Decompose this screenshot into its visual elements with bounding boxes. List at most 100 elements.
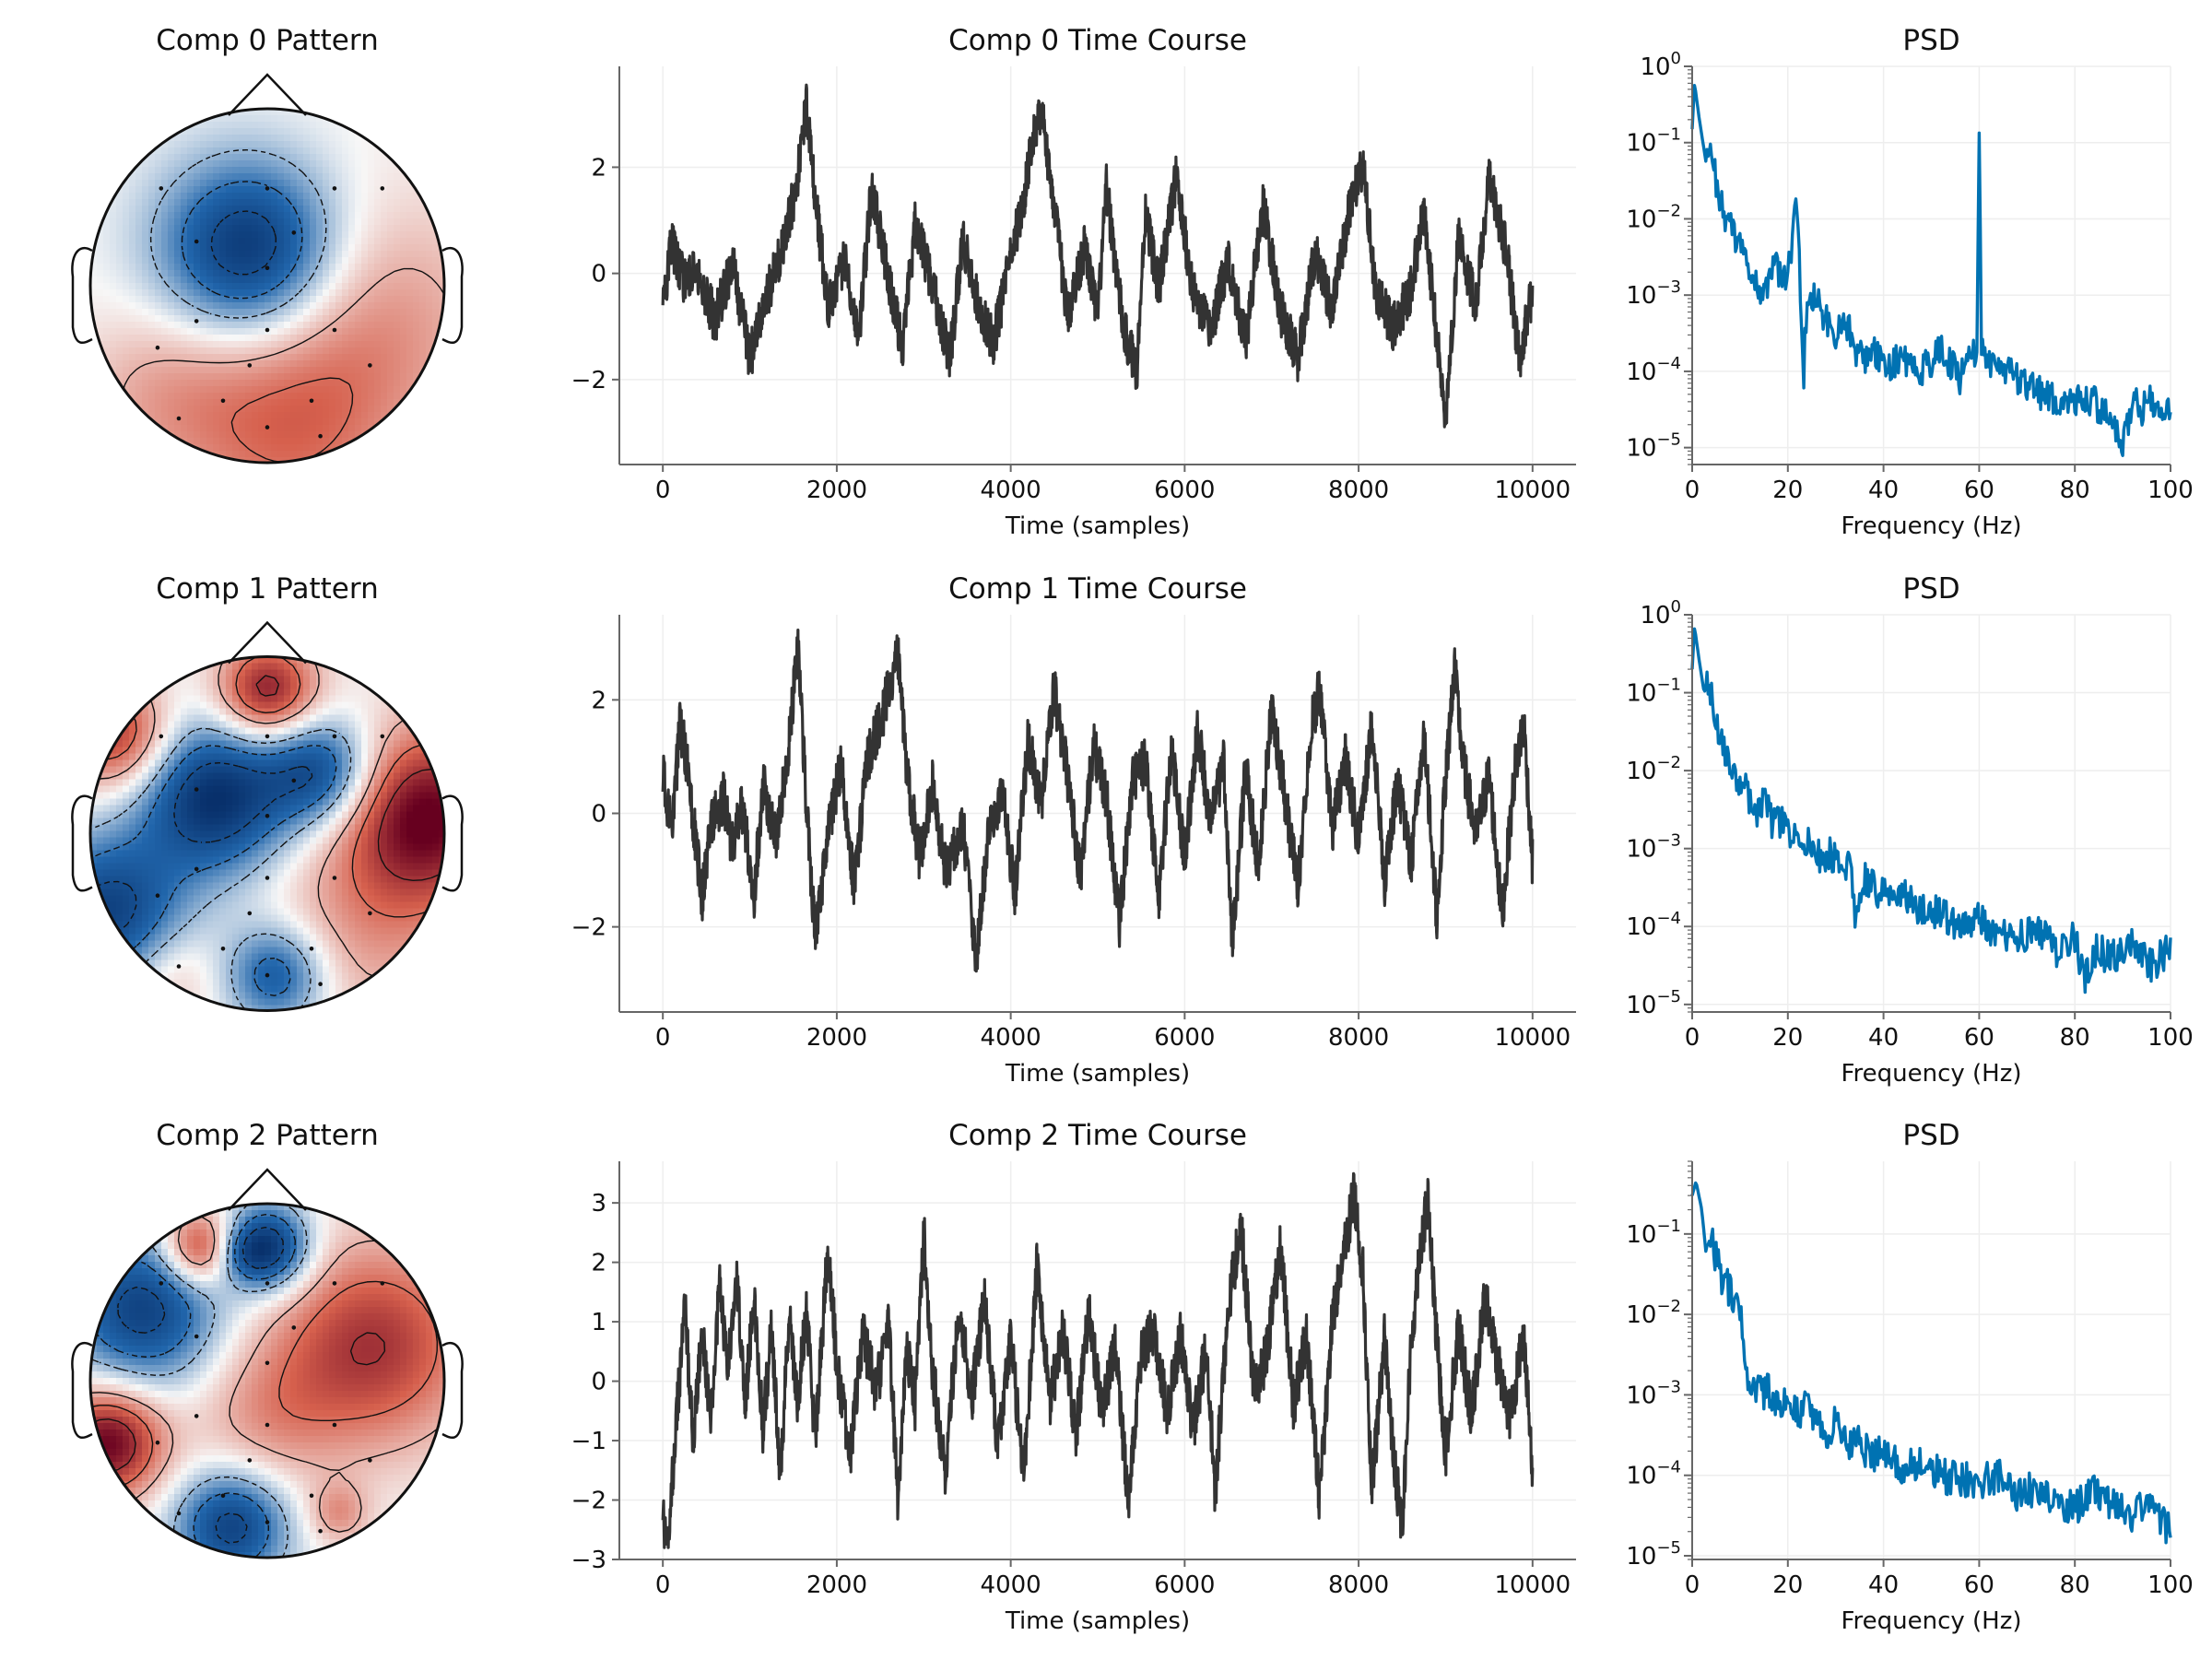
sensor-dot xyxy=(176,416,182,421)
left-ear-shape xyxy=(71,794,93,892)
sensor-dot xyxy=(220,1493,226,1499)
sensor-dot xyxy=(194,1414,199,1418)
y-tick-label: 10−4 xyxy=(1626,909,1681,941)
chart-title: Comp 2 Pattern xyxy=(156,1119,378,1152)
x-tick-label: 2000 xyxy=(806,1024,867,1052)
chart-title: Comp 1 Pattern xyxy=(156,572,378,606)
right-ear-shape xyxy=(441,1342,464,1439)
x-tick-label: 6000 xyxy=(1154,1571,1215,1599)
sensor-dot xyxy=(309,1493,314,1499)
sensor-dot xyxy=(332,876,337,880)
sensor-dot xyxy=(265,972,270,978)
sensor-dot xyxy=(368,1458,372,1463)
topomap-panel-0: Comp 0 Pattern xyxy=(71,24,464,465)
y-tick-label: 1 xyxy=(591,1309,606,1336)
y-tick-label: 10−2 xyxy=(1626,201,1681,233)
timecourse-trace xyxy=(661,629,1535,973)
head-outline xyxy=(88,1202,446,1559)
x-axis-label: Time (samples) xyxy=(1005,1060,1190,1088)
x-axis-label: Frequency (Hz) xyxy=(1841,512,2021,540)
x-tick-label: 0 xyxy=(1685,1571,1700,1599)
y-tick-label: 0 xyxy=(591,801,606,829)
sensor-dot xyxy=(155,1440,160,1445)
x-tick-label: 0 xyxy=(655,477,671,504)
y-tick-label: 10−1 xyxy=(1626,1217,1681,1249)
x-tick-label: 4000 xyxy=(981,477,1041,504)
sensor-dot xyxy=(265,186,270,191)
y-tick-label: −2 xyxy=(571,1488,606,1515)
y-tick-label: 2 xyxy=(591,687,606,714)
sensor-dot xyxy=(380,1281,385,1286)
y-tick-label: 10−4 xyxy=(1626,354,1681,386)
y-tick-label: 10−5 xyxy=(1626,987,1681,1019)
sensor-dot xyxy=(332,186,337,191)
sensor-dot xyxy=(368,363,372,368)
sensor-dot xyxy=(159,1281,164,1286)
sensor-dot xyxy=(265,876,270,880)
x-tick-label: 40 xyxy=(1868,1024,1899,1052)
chart-title: PSD xyxy=(1902,1119,1959,1152)
sensor-dot xyxy=(159,734,164,739)
x-tick-label: 20 xyxy=(1772,1571,1803,1599)
nose-shape xyxy=(228,73,307,116)
psd-trace xyxy=(1690,627,2172,994)
x-tick-label: 8000 xyxy=(1328,477,1389,504)
x-tick-label: 100 xyxy=(2147,1024,2194,1052)
sensor-dot xyxy=(194,239,199,244)
y-tick-label: 10−3 xyxy=(1626,277,1681,310)
topomap-panel-2: Comp 2 Pattern xyxy=(71,1119,464,1559)
sensor-dot xyxy=(332,1422,337,1428)
sensor-dot xyxy=(265,1360,270,1366)
sensor-dot xyxy=(247,911,253,916)
head-outline xyxy=(88,655,446,1012)
x-axis-label: Frequency (Hz) xyxy=(1841,1607,2021,1635)
sensor-dot xyxy=(220,947,226,951)
y-tick-label: 10−1 xyxy=(1626,125,1681,158)
sensor-dot xyxy=(318,982,323,986)
y-tick-label: −2 xyxy=(571,367,606,394)
y-tick-label: 3 xyxy=(591,1190,606,1218)
x-tick-label: 6000 xyxy=(1154,1024,1215,1052)
timecourse-trace xyxy=(661,83,1535,429)
sensor-dot xyxy=(291,230,297,235)
x-tick-label: 40 xyxy=(1868,1571,1899,1599)
psd-panel-1: 0 20 40 60 80 100 100 10−1 10−2 10−3 10−4 10−5 PSD Fr… xyxy=(1626,572,2193,1088)
sensor-dot xyxy=(194,787,199,792)
psd-panel-0: 0 20 40 60 80 100 100 10−1 10−2 10−3 10−4 10−5 PSD Fr… xyxy=(1626,24,2193,540)
y-tick-label: 10−5 xyxy=(1626,430,1681,463)
sensor-dot xyxy=(368,911,372,916)
x-tick-label: 60 xyxy=(1964,1571,1994,1599)
y-tick-label: 10−2 xyxy=(1626,753,1681,785)
psd-trace xyxy=(1690,1181,2172,1545)
sensor-dot xyxy=(265,734,270,739)
y-tick-label: 10−4 xyxy=(1626,1458,1681,1490)
chart-title: Comp 2 Time Course xyxy=(948,1119,1247,1152)
x-tick-label: 60 xyxy=(1964,1024,1994,1052)
x-tick-label: 100 xyxy=(2147,477,2194,504)
timecourse-panel-2: 0 2000 4000 6000 8000 10000 −3 −2 −1 0 1 2 3 Comp 2 T… xyxy=(571,1119,1576,1635)
sensor-dot xyxy=(247,1458,253,1463)
sensor-dot xyxy=(265,1422,270,1428)
x-tick-label: 2000 xyxy=(806,1571,867,1599)
x-tick-label: 4000 xyxy=(981,1571,1041,1599)
y-tick-label: 100 xyxy=(1640,49,1681,81)
sensor-dot xyxy=(220,398,226,404)
x-tick-label: 8000 xyxy=(1328,1571,1389,1599)
sensor-dot xyxy=(332,1281,337,1286)
y-tick-label: 0 xyxy=(591,1369,606,1396)
sensor-dot xyxy=(318,1528,323,1534)
x-tick-label: 80 xyxy=(2060,1571,2090,1599)
sensor-dot xyxy=(194,1334,199,1339)
head-outline xyxy=(88,107,446,465)
y-tick-label: 0 xyxy=(591,261,606,288)
sensor-dot xyxy=(265,1520,270,1524)
x-tick-label: 10000 xyxy=(1494,477,1571,504)
x-tick-label: 10000 xyxy=(1494,1571,1571,1599)
right-ear-shape xyxy=(441,794,464,892)
y-tick-label: 10−3 xyxy=(1626,1377,1681,1409)
topomap-field xyxy=(90,1204,444,1558)
sensor-dot xyxy=(194,319,199,324)
sensor-dot xyxy=(291,1325,297,1330)
x-tick-label: 60 xyxy=(1964,477,1994,504)
x-tick-label: 80 xyxy=(2060,1024,2090,1052)
